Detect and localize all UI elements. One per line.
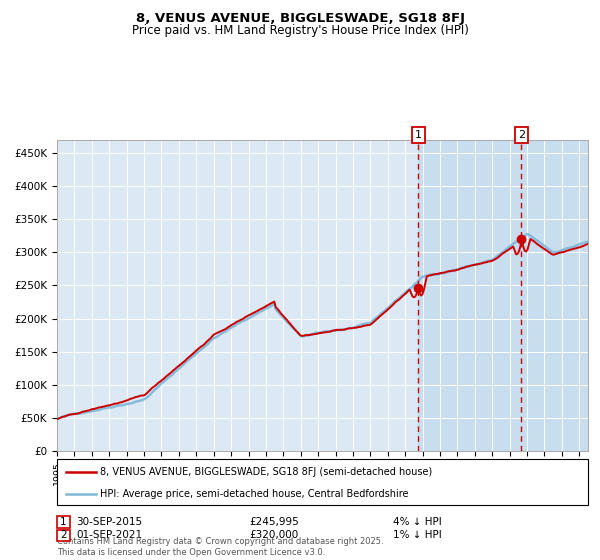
Text: 2: 2 bbox=[518, 130, 525, 140]
Text: HPI: Average price, semi-detached house, Central Bedfordshire: HPI: Average price, semi-detached house,… bbox=[100, 489, 409, 498]
Text: 30-SEP-2015: 30-SEP-2015 bbox=[76, 517, 142, 527]
Text: £320,000: £320,000 bbox=[249, 530, 298, 540]
Text: 8, VENUS AVENUE, BIGGLESWADE, SG18 8FJ (semi-detached house): 8, VENUS AVENUE, BIGGLESWADE, SG18 8FJ (… bbox=[100, 467, 433, 477]
Text: £245,995: £245,995 bbox=[249, 517, 299, 527]
Text: Price paid vs. HM Land Registry's House Price Index (HPI): Price paid vs. HM Land Registry's House … bbox=[131, 24, 469, 36]
Text: 2: 2 bbox=[60, 530, 67, 540]
Text: 1: 1 bbox=[415, 130, 422, 140]
Text: 1% ↓ HPI: 1% ↓ HPI bbox=[393, 530, 442, 540]
Text: 01-SEP-2021: 01-SEP-2021 bbox=[76, 530, 142, 540]
Text: 8, VENUS AVENUE, BIGGLESWADE, SG18 8FJ: 8, VENUS AVENUE, BIGGLESWADE, SG18 8FJ bbox=[136, 12, 464, 25]
Text: 4% ↓ HPI: 4% ↓ HPI bbox=[393, 517, 442, 527]
Bar bbox=[418, 140, 588, 451]
Text: 1: 1 bbox=[60, 517, 67, 527]
Text: Contains HM Land Registry data © Crown copyright and database right 2025.
This d: Contains HM Land Registry data © Crown c… bbox=[57, 537, 383, 557]
